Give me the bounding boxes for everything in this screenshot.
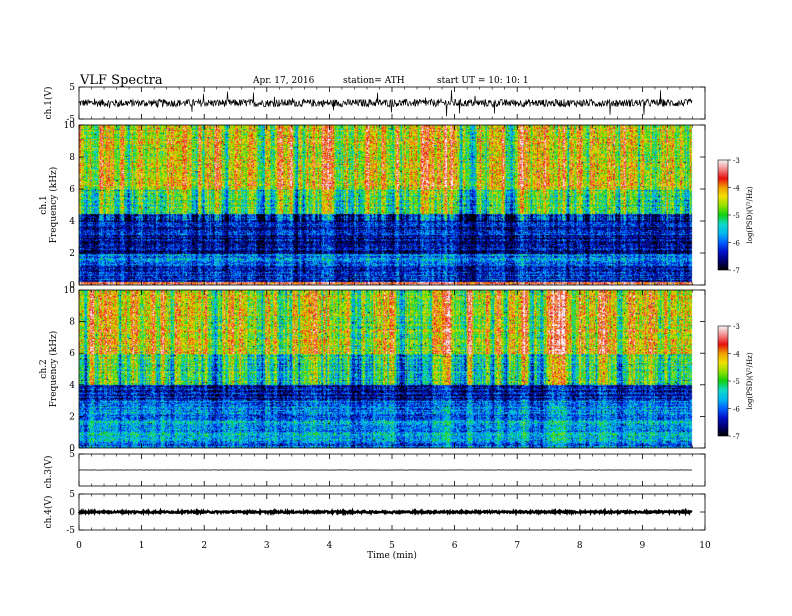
x-tick-label: 2 [201,541,207,551]
y-tick-label: 5 [69,490,75,500]
colorbar-tick-label: -3 [733,323,740,331]
ch2-channel-label: ch.2 [39,359,49,378]
colorbar-tick-label: -5 [733,212,740,220]
colorbar-tick-label: -7 [733,267,740,275]
y-tick-label: 5 [69,450,75,460]
ch1-spectrogram-image [79,125,705,285]
ch4-waveform-ylabel: ch.4(V) [43,496,54,529]
figure-title: VLF Spectra [80,73,163,88]
y-tick-label: 6 [69,185,75,195]
ch1-channel-label: ch.1 [39,195,49,214]
date-label: Apr. 17, 2016 [253,76,314,86]
y-tick-label: 8 [69,153,75,163]
x-tick-label: 0 [76,541,82,551]
ch3-waveform-ylabel: ch.3(V) [43,456,54,489]
y-tick-label: 2 [69,249,75,259]
x-tick-label: 3 [264,541,270,551]
y-tick-label: 0 [69,508,75,518]
colorbar-label: log(PSD)(V²/Hz) [746,186,754,243]
station-label: station= ATH [343,76,405,86]
colorbar-tick-label: -4 [733,351,740,359]
colorbars: -3 -4 -5 -6 -7 log(PSD)(V²/Hz) -3 -4 -5 -6 -7 log(P… [718,157,754,441]
ch2-spectrogram-image [79,290,705,448]
start-time-label: start UT = 10: 10: 1 [437,76,529,86]
y-tick-label: 4 [69,217,75,227]
ch1-waveform-line [79,90,692,116]
colorbar-tick-label: -5 [733,378,740,386]
x-tick-label: 7 [514,541,520,551]
colorbar-1 [718,160,728,270]
y-tick-label: -5 [66,526,75,536]
colorbar-tick-label: -6 [733,406,740,414]
colorbar-tick-label: -7 [733,433,740,441]
time-axis-label: Time (min) [367,550,417,561]
x-tick-label: 1 [139,541,145,551]
ch1-frequency-label: Frequency (kHz) [48,167,59,244]
x-tick-label: 4 [327,541,333,551]
colorbar-2 [718,326,728,436]
ch4-waveform-panel: 5 0 -5 ch.4(V) [43,490,705,536]
y-tick-label: 4 [69,381,75,391]
ch1-waveform-ylabel: ch.1(V) [43,87,54,120]
y-tick-label: 2 [69,412,75,422]
ch2-frequency-label: Frequency (kHz) [48,331,59,408]
colorbar-tick-label: -4 [733,185,740,193]
colorbar-tick-label: -3 [733,157,740,165]
ch4-waveform-line [79,511,692,513]
x-tick-label: 6 [452,541,458,551]
ch3-waveform-panel: 5 ch.3(V) [43,450,705,488]
y-tick-label: 8 [69,318,75,328]
colorbar-tick-label: -6 [733,240,740,248]
y-tick-label: 10 [64,121,76,131]
x-tick-label: 5 [389,541,395,551]
x-tick-label: 8 [577,541,583,551]
x-tick-label: 9 [640,541,646,551]
y-tick-label: 10 [64,286,76,296]
colorbar-label: log(PSD)(V²/Hz) [746,352,754,409]
y-tick-label: 6 [69,349,75,359]
x-tick-label: 10 [699,541,711,551]
y-tick-label: 5 [69,83,75,93]
ch1-waveform-panel: 5-5 ch.1(V) [43,83,705,125]
